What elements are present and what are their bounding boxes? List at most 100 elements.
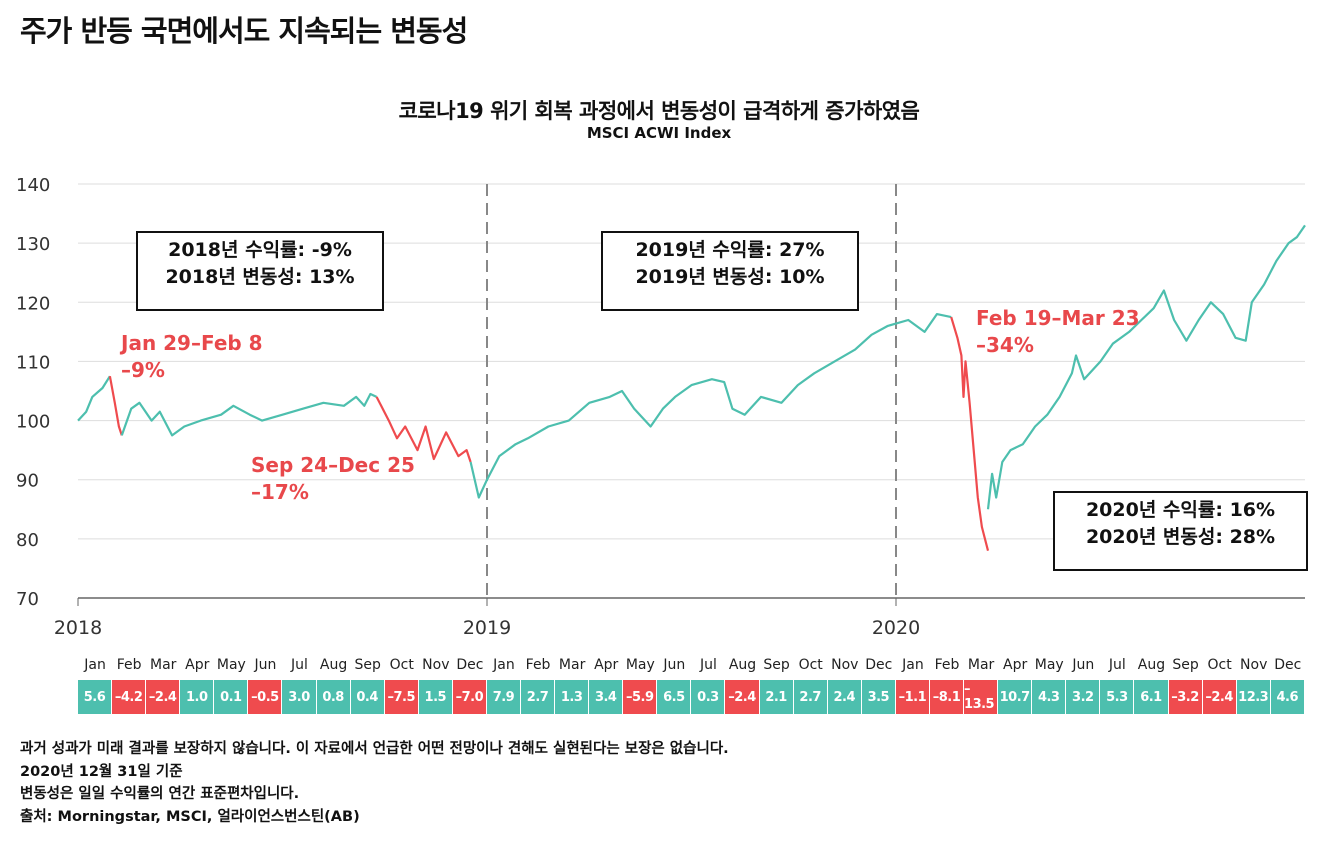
monthly-returns-row: 5.6 –4.2 –2.4 1.0 0.1 –0.5 3.0 0.8 0.4 –7.5 1.5 –7.… bbox=[78, 680, 1305, 714]
month-label: Feb bbox=[116, 657, 142, 673]
monthly-return-cell: –2.4 bbox=[725, 680, 760, 714]
drawdown-pct: –34% bbox=[976, 333, 1034, 357]
footnotes: 과거 성과가 미래 결과를 보장하지 않습니다. 이 자료에서 언급한 어떤 전… bbox=[20, 738, 729, 828]
month-label: Aug bbox=[319, 657, 348, 673]
monthly-return-cell: 0.8 bbox=[316, 680, 351, 714]
month-label: Jan bbox=[902, 657, 924, 673]
box-line: 2020년 수익률: 16% bbox=[1085, 499, 1276, 521]
monthly-return-cell: –4.2 bbox=[112, 680, 147, 714]
y-tick-label: 120 bbox=[16, 293, 50, 314]
drawdown-line bbox=[950, 316, 990, 551]
monthly-return-cell: –7.5 bbox=[384, 680, 419, 714]
month-label: Jun bbox=[1072, 657, 1095, 673]
monthly-return-cell: 7.9 bbox=[486, 680, 522, 714]
monthly-return-cell: 3.4 bbox=[589, 680, 624, 714]
monthly-return-cell: –8.1 bbox=[929, 680, 965, 714]
month-label: Jul bbox=[291, 657, 308, 673]
month-label: Apr bbox=[185, 657, 210, 673]
drawdown-line bbox=[108, 376, 123, 436]
drawdown-line bbox=[375, 396, 472, 463]
monthly-return-cell: 2.1 bbox=[759, 680, 794, 714]
box-line: 2018년 수익률: -9% bbox=[168, 239, 352, 261]
y-tick-label: 140 bbox=[16, 175, 50, 196]
monthly-return-cell: 0.3 bbox=[691, 680, 726, 714]
month-labels: Jan Feb Mar Apr May Jun Jul Aug Sep Oct Nov Dec Jan F… bbox=[78, 657, 1305, 673]
month-label: May bbox=[216, 657, 246, 673]
month-label: Nov bbox=[831, 657, 859, 673]
y-tick-label: 130 bbox=[16, 234, 50, 255]
month-label: Apr bbox=[1003, 657, 1028, 673]
monthly-return-cell: 1.0 bbox=[180, 680, 215, 714]
monthly-return-cell: 1.3 bbox=[555, 680, 590, 714]
monthly-return-cell: –7.0 bbox=[452, 680, 487, 714]
month-label: Jan bbox=[493, 657, 515, 673]
box-line: 2020년 변동성: 28% bbox=[1085, 526, 1276, 548]
month-label: Jul bbox=[699, 657, 717, 673]
index-line bbox=[469, 313, 952, 499]
monthly-return-cell: –3.2 bbox=[1168, 680, 1203, 714]
x-tick-label: 2020 bbox=[872, 617, 920, 639]
monthly-return-cell: 2.4 bbox=[827, 680, 862, 714]
month-label: Sep bbox=[354, 657, 381, 673]
monthly-return-cell: –13.5 bbox=[964, 680, 999, 714]
chart-title: 코로나19 위기 회복 과정에서 변동성이 급격하게 증가하였음 bbox=[398, 99, 920, 123]
month-label: Feb bbox=[525, 657, 551, 673]
month-label: Feb bbox=[934, 657, 960, 673]
month-label: Apr bbox=[594, 657, 619, 673]
month-label: Nov bbox=[422, 657, 450, 673]
monthly-return-cell: 6.5 bbox=[657, 680, 692, 714]
monthly-return-cell: –1.1 bbox=[895, 680, 930, 714]
monthly-return-cell: 3.0 bbox=[282, 680, 317, 714]
month-label: Aug bbox=[728, 657, 757, 673]
as-of-date: 2020년 12월 31일 기준 bbox=[20, 763, 183, 780]
drawdown-period: Sep 24–Dec 25 bbox=[251, 453, 415, 477]
monthly-return-cell: –0.5 bbox=[248, 680, 283, 714]
box-line: 2019년 변동성: 10% bbox=[635, 266, 825, 288]
drawdown-label-2020-feb: Feb 19–Mar 23 –34% bbox=[976, 305, 1140, 359]
month-label: May bbox=[625, 657, 655, 673]
month-label: Nov bbox=[1240, 657, 1268, 673]
annotation-box-2020: 2020년 수익률: 16% 2020년 변동성: 28% bbox=[1053, 491, 1308, 571]
monthly-return-cell: –5.9 bbox=[623, 680, 658, 714]
month-label: Oct bbox=[798, 657, 823, 673]
y-tick-label: 100 bbox=[16, 412, 50, 433]
monthly-return-cell: 3.2 bbox=[1066, 680, 1101, 714]
index-line bbox=[77, 375, 111, 422]
annotation-box-2018: 2018년 수익률: -9% 2018년 변동성: 13% bbox=[136, 231, 384, 311]
index-line bbox=[120, 392, 378, 437]
volatility-note: 변동성은 일일 수익률의 연간 표준편차입니다. bbox=[20, 786, 300, 802]
monthly-return-cell: 5.6 bbox=[78, 680, 113, 714]
month-label: Dec bbox=[865, 657, 893, 673]
monthly-return-cell: 5.3 bbox=[1100, 680, 1135, 714]
drawdown-period: Jan 29–Feb 8 bbox=[121, 331, 263, 355]
y-tick-label: 80 bbox=[16, 530, 39, 551]
monthly-return-cell: 1.5 bbox=[418, 680, 453, 714]
source-note: 출처: Morningstar, MSCI, 얼라이언스번스틴(AB) bbox=[20, 808, 360, 825]
month-label: Aug bbox=[1137, 657, 1166, 673]
monthly-return-cell: –2.4 bbox=[1202, 680, 1237, 714]
month-label: Sep bbox=[1172, 657, 1199, 673]
monthly-return-cell: 6.1 bbox=[1134, 680, 1169, 714]
monthly-return-cell: 2.7 bbox=[793, 680, 828, 714]
page-title: 주가 반등 국면에서도 지속되는 변동성 bbox=[20, 14, 468, 48]
month-label: Dec bbox=[1274, 657, 1302, 673]
drawdown-label-2018-sep: Sep 24–Dec 25 –17% bbox=[251, 452, 415, 506]
disclaimer: 과거 성과가 미래 결과를 보장하지 않습니다. 이 자료에서 언급한 어떤 전… bbox=[20, 741, 729, 757]
monthly-return-cell: 0.1 bbox=[214, 680, 249, 714]
monthly-return-cell: 10.7 bbox=[998, 680, 1033, 714]
month-label: Mar bbox=[558, 657, 586, 673]
month-label: Mar bbox=[967, 657, 995, 673]
monthly-return-cell: 4.3 bbox=[1032, 680, 1067, 714]
month-label: Jun bbox=[254, 657, 277, 673]
month-label: Jan bbox=[84, 657, 106, 673]
monthly-return-cell: –2.4 bbox=[146, 680, 181, 714]
month-label: Mar bbox=[149, 657, 177, 673]
index-line bbox=[986, 224, 1306, 510]
month-label: Oct bbox=[1207, 657, 1232, 673]
x-tick-label: 2018 bbox=[54, 617, 102, 639]
y-tick-label: 70 bbox=[16, 589, 39, 610]
month-label: Jun bbox=[663, 657, 686, 673]
monthly-return-cell: 0.4 bbox=[350, 680, 385, 714]
month-label: Sep bbox=[763, 657, 790, 673]
box-line: 2018년 변동성: 13% bbox=[165, 266, 355, 288]
